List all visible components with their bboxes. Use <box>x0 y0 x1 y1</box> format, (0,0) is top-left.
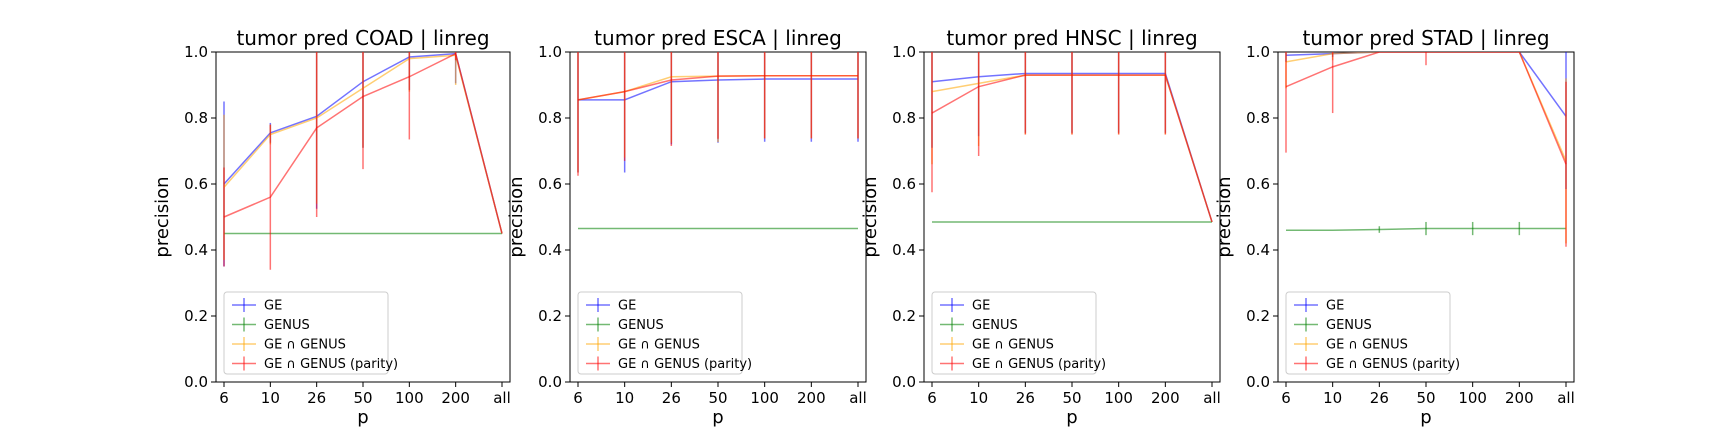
chart-panel-2: tumor pred HNSC | linreg 0.0 0.2 0.4 0.6 0.8 1… <box>860 26 1221 428</box>
y-tick-label: 1.0 <box>1246 43 1270 61</box>
y-tick-label: 1.0 <box>184 43 208 61</box>
x-axis-label: p <box>1066 407 1077 428</box>
legend-label: GENUS <box>264 318 310 333</box>
x-tick-label: 100 <box>750 389 779 407</box>
y-tick-label: 0.6 <box>1246 175 1270 193</box>
y-axis-label: precision <box>152 176 173 257</box>
y-tick-label: 0.0 <box>184 373 208 391</box>
y-tick-label: 0.0 <box>1246 373 1270 391</box>
x-tick-label: all <box>493 389 511 407</box>
x-tick-label: 10 <box>969 389 988 407</box>
legend-label: GE ∩ GENUS (parity) <box>1326 357 1460 372</box>
y-tick-label: 0.8 <box>538 109 562 127</box>
series-line-3 <box>1285 52 1567 165</box>
y-axis-label: precision <box>506 176 527 257</box>
x-tick-label: 10 <box>261 389 280 407</box>
legend-label: GE ∩ GENUS <box>972 338 1054 353</box>
x-tick-label: 200 <box>1505 389 1534 407</box>
legend-label: GENUS <box>1326 318 1372 333</box>
x-tick-label: 6 <box>1281 389 1291 407</box>
chart-panel-3: tumor pred STAD | linreg 0.0 0.2 0.4 0.6 0.8 1… <box>1214 26 1575 428</box>
y-tick-label: 0.0 <box>538 373 562 391</box>
legend-box <box>223 291 389 375</box>
legend-label: GE ∩ GENUS <box>1326 338 1408 353</box>
x-tick-label: 6 <box>573 389 583 407</box>
y-tick-label: 0.6 <box>892 175 916 193</box>
series-group <box>577 52 859 230</box>
x-tick-label: 26 <box>307 389 326 407</box>
y-tick-label: 0.4 <box>538 241 562 259</box>
y-tick-label: 0.0 <box>892 373 916 391</box>
legend-box <box>1285 291 1451 375</box>
x-tick-label: 6 <box>219 389 229 407</box>
x-tick-label: 26 <box>662 389 681 407</box>
x-tick-label: all <box>1203 389 1221 407</box>
legend-label: GENUS <box>618 318 664 333</box>
legend-box <box>931 291 1097 375</box>
x-tick-label: all <box>1557 389 1575 407</box>
legend-label: GE ∩ GENUS (parity) <box>618 357 752 372</box>
series-group <box>1285 52 1567 247</box>
y-tick-label: 0.6 <box>538 175 562 193</box>
legend-label: GE <box>264 299 282 314</box>
x-axis-label: p <box>712 407 723 428</box>
y-tick-label: 0.6 <box>184 175 208 193</box>
y-tick-label: 1.0 <box>538 43 562 61</box>
x-tick-label: 100 <box>1458 389 1487 407</box>
x-tick-label: 100 <box>1104 389 1133 407</box>
legend-box <box>577 291 743 375</box>
x-tick-label: 50 <box>353 389 372 407</box>
legend-label: GE <box>972 299 990 314</box>
chart-title: tumor pred COAD | linreg <box>236 26 489 50</box>
y-axis-label: precision <box>860 176 881 257</box>
legend-label: GE ∩ GENUS <box>618 338 700 353</box>
legend-label: GE <box>618 299 636 314</box>
series-group <box>223 52 503 270</box>
y-axis-label: precision <box>1214 176 1235 257</box>
x-tick-label: 6 <box>927 389 937 407</box>
y-tick-label: 0.2 <box>538 307 562 325</box>
x-tick-label: 26 <box>1370 389 1389 407</box>
y-tick-label: 0.2 <box>1246 307 1270 325</box>
x-tick-label: 200 <box>441 389 470 407</box>
y-tick-label: 0.8 <box>184 109 208 127</box>
legend-label: GE ∩ GENUS (parity) <box>264 357 398 372</box>
series-group <box>931 52 1213 223</box>
legend-label: GE ∩ GENUS (parity) <box>972 357 1106 372</box>
y-tick-label: 0.8 <box>892 109 916 127</box>
x-tick-label: 26 <box>1016 389 1035 407</box>
chart-title: tumor pred STAD | linreg <box>1302 26 1549 50</box>
y-tick-label: 0.4 <box>1246 241 1270 259</box>
x-tick-label: 10 <box>615 389 634 407</box>
x-axis-label: p <box>1420 407 1431 428</box>
y-tick-label: 0.8 <box>1246 109 1270 127</box>
legend-label: GE <box>1326 299 1344 314</box>
chart-title: tumor pred HNSC | linreg <box>946 26 1197 50</box>
y-tick-label: 0.4 <box>184 241 208 259</box>
chart-panel-0: tumor pred COAD | linreg 0.0 0.2 0.4 0.6 0.8 1… <box>152 26 511 428</box>
chart-title: tumor pred ESCA | linreg <box>594 26 842 50</box>
legend-label: GE ∩ GENUS <box>264 338 346 353</box>
y-tick-label: 1.0 <box>892 43 916 61</box>
x-tick-label: 50 <box>708 389 727 407</box>
x-axis-label: p <box>357 407 368 428</box>
y-tick-label: 0.2 <box>184 307 208 325</box>
x-tick-label: 100 <box>395 389 424 407</box>
x-tick-label: 10 <box>1323 389 1342 407</box>
x-tick-label: 200 <box>797 389 826 407</box>
x-tick-label: all <box>849 389 867 407</box>
y-tick-label: 0.4 <box>892 241 916 259</box>
y-tick-label: 0.2 <box>892 307 916 325</box>
x-tick-label: 50 <box>1062 389 1081 407</box>
x-tick-label: 50 <box>1416 389 1435 407</box>
chart-panel-1: tumor pred ESCA | linreg 0.0 0.2 0.4 0.6 0.8 1… <box>506 26 867 428</box>
x-tick-label: 200 <box>1151 389 1180 407</box>
legend-label: GENUS <box>972 318 1018 333</box>
